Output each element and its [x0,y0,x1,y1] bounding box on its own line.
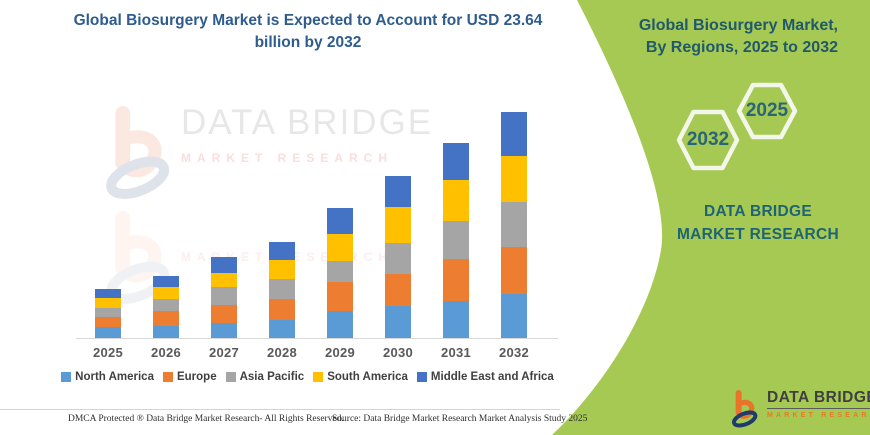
hexagon-2025-label: 2025 [745,100,789,121]
legend-item-south-america: South America [313,371,408,383]
footer-logo-title: DATA BRIDGE [767,389,870,409]
bar-2032 [501,112,527,338]
bar-segment-2026-middle-east-and-africa [153,276,179,287]
bar-segment-2027-middle-east-and-africa [211,257,237,273]
legend-label: Asia Pacific [239,371,305,383]
bar-segment-2031-europe [443,259,469,301]
bar-2031 [443,143,469,338]
bar-2028 [269,242,295,338]
sidebar-brand-text: DATA BRIDGE MARKET RESEARCH [676,203,840,244]
bar-segment-2028-north-america [269,320,295,338]
tick-label-2029: 2029 [324,345,356,360]
hexagon-2032-outline [676,109,740,171]
x-axis-line [76,338,558,339]
bar-segment-2028-asia-pacific [269,279,295,299]
tick-label-2032: 2032 [498,345,530,360]
legend-label: North America [75,371,154,383]
legend-label: South America [327,371,408,383]
legend-swatch-icon [313,372,324,382]
bar-segment-2031-north-america [443,301,469,338]
bar-segment-2032-south-america [501,156,527,202]
footer-divider [0,409,560,410]
bar-segment-2026-europe [153,311,179,326]
legend-item-middle-east-and-africa: Middle East and Africa [416,371,554,383]
bar-segment-2025-south-america [95,298,121,308]
bar-segment-2030-europe [385,274,411,306]
bar-segment-2029-middle-east-and-africa [327,208,353,234]
bar-segment-2030-south-america [385,207,411,243]
bar-2027 [211,257,237,338]
footer-brand-logo: DATA BRIDGE MARKET RESEARCH [727,389,870,429]
legend-swatch-icon [61,372,72,382]
hexagon-2025-outline [736,82,798,140]
bar-segment-2028-south-america [269,260,295,279]
footer-logo-subtitle: MARKET RESEARCH [767,412,870,419]
bar-segment-2030-middle-east-and-africa [385,176,411,207]
bar-segment-2027-north-america [211,323,237,338]
bar-2030 [385,176,411,338]
bar-segment-2032-asia-pacific [501,202,527,247]
bar-2025 [95,289,121,338]
bar-segment-2029-asia-pacific [327,261,353,282]
bar-segment-2030-asia-pacific [385,243,411,274]
bar-segment-2025-europe [95,317,121,327]
bar-2029 [327,208,353,338]
bar-segment-2027-asia-pacific [211,287,237,305]
bar-segment-2030-north-america [385,306,411,338]
bar-segment-2028-europe [269,299,295,320]
bar-segment-2031-south-america [443,180,469,221]
legend-label: Middle East and Africa [430,371,554,383]
footer-copyright: DMCA Protected ® Data Bridge Market Rese… [68,414,344,424]
bar-2026 [153,276,179,338]
footer-source: Source: Data Bridge Market Research Mark… [332,414,588,424]
tick-label-2027: 2027 [208,345,240,360]
bar-segment-2031-asia-pacific [443,221,469,259]
bar-segment-2026-south-america [153,287,179,299]
hexagon-2032-label: 2032 [686,129,730,150]
legend-swatch-icon [162,372,173,382]
bar-segment-2032-middle-east-and-africa [501,112,527,156]
bar-segment-2032-north-america [501,294,527,338]
data-bridge-logo-icon [731,390,758,428]
green-panel-shape [552,0,870,435]
bar-segment-2031-middle-east-and-africa [443,143,469,180]
bar-segment-2032-europe [501,247,527,294]
chart-title: Global Biosurgery Market is Expected to … [73,12,543,52]
bar-segment-2027-south-america [211,273,237,287]
legend-item-asia-pacific: Asia Pacific [225,371,305,383]
tick-label-2028: 2028 [266,345,298,360]
bar-segment-2026-north-america [153,326,179,338]
legend-item-north-america: North America [61,371,154,383]
bar-segment-2028-middle-east-and-africa [269,242,295,260]
tick-label-2030: 2030 [382,345,414,360]
legend-item-europe: Europe [162,371,217,383]
tick-label-2031: 2031 [440,345,472,360]
bar-segment-2029-north-america [327,311,353,338]
plot-area [0,88,560,338]
legend-swatch-icon [416,372,427,382]
tick-label-2025: 2025 [92,345,124,360]
bar-segment-2025-north-america [95,327,121,338]
bar-segment-2025-middle-east-and-africa [95,289,121,298]
bar-segment-2027-europe [211,305,237,323]
bar-segment-2029-south-america [327,234,353,261]
sidebar-heading: Global Biosurgery Market, By Regions, 20… [638,17,838,56]
tick-label-2026: 2026 [150,345,182,360]
bar-segment-2029-europe [327,282,353,311]
chart-legend: North America Europe Asia Pacific South Ame… [55,371,560,383]
bar-segment-2026-asia-pacific [153,299,179,311]
legend-swatch-icon [225,372,236,382]
bar-segment-2025-asia-pacific [95,308,121,317]
legend-label: Europe [176,371,217,383]
